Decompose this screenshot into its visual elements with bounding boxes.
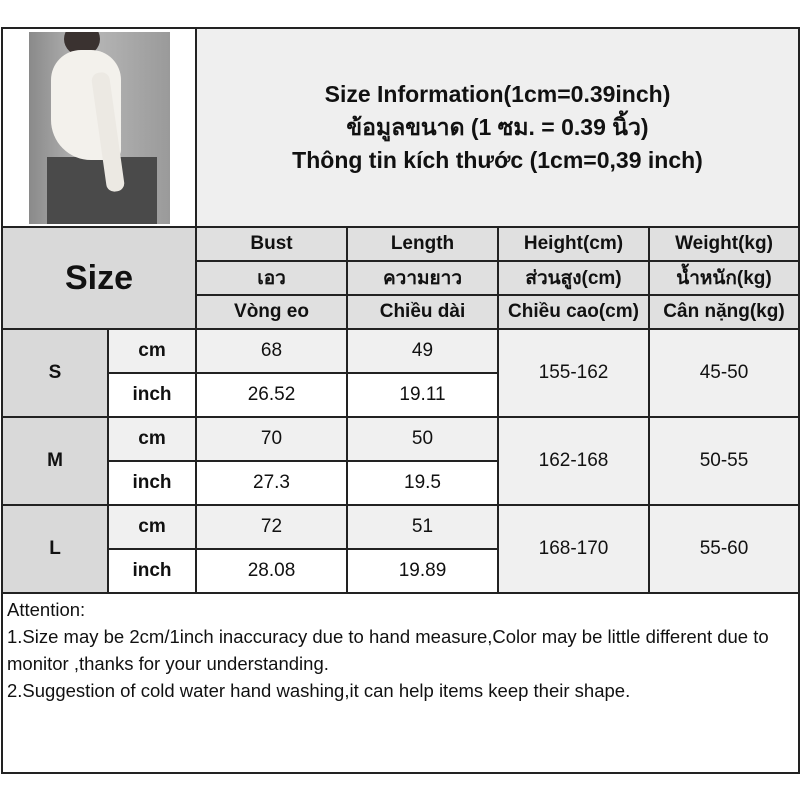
bust-cm: 72 (195, 504, 348, 550)
header-height-th: ส่วนสูง(cm) (497, 260, 650, 296)
header-bust-th: เอว (195, 260, 348, 296)
product-photo-cell (1, 27, 197, 228)
unit-cm: cm (107, 416, 197, 462)
header-length: Length (346, 226, 499, 262)
attention-notes: Attention: 1.Size may be 2cm/1inch inacc… (1, 592, 800, 774)
unit-cm: cm (107, 504, 197, 550)
bust-inch: 27.3 (195, 460, 348, 506)
table-row: L cm 72 51 168-170 55-60 (1, 504, 800, 594)
height-range: 168-170 (497, 504, 650, 594)
table-row: M cm 70 50 162-168 50-55 (1, 416, 800, 506)
header-height-vi: Chiều cao(cm) (497, 294, 650, 330)
bust-inch: 26.52 (195, 372, 348, 418)
unit-inch: inch (107, 548, 197, 594)
height-range: 155-162 (497, 328, 650, 418)
length-cm: 50 (346, 416, 499, 462)
length-inch: 19.5 (346, 460, 499, 506)
size-header: Size (1, 226, 197, 330)
bust-cm: 68 (195, 328, 348, 374)
weight-range: 55-60 (648, 504, 800, 594)
title-thai: ข้อมูลขนาด (1 ซม. = 0.39 นิ้ว) (346, 114, 649, 140)
header-length-vi: Chiều dài (346, 294, 499, 330)
size-l: L (1, 504, 109, 594)
height-range: 162-168 (497, 416, 650, 506)
attention-heading: Attention: (7, 599, 86, 620)
title-vietnamese: Thông tin kích thước (1cm=0,39 inch) (292, 147, 703, 173)
product-photo (29, 32, 170, 224)
header-weight-vi: Cân nặng(kg) (648, 294, 800, 330)
attention-note-1: 1.Size may be 2cm/1inch inaccuracy due t… (7, 626, 769, 674)
title-english: Size Information(1cm=0.39inch) (324, 81, 671, 107)
unit-inch: inch (107, 372, 197, 418)
length-cm: 49 (346, 328, 499, 374)
length-inch: 19.89 (346, 548, 499, 594)
length-cm: 51 (346, 504, 499, 550)
header-bust: Bust (195, 226, 348, 262)
unit-cm: cm (107, 328, 197, 374)
header-weight-th: น้ำหนัก(kg) (648, 260, 800, 296)
unit-inch: inch (107, 460, 197, 506)
header-bust-vi: Vòng eo (195, 294, 348, 330)
bust-cm: 70 (195, 416, 348, 462)
header-weight: Weight(kg) (648, 226, 800, 262)
table-row: inch 28.08 19.89 (2, 548, 799, 594)
length-inch: 19.11 (346, 372, 499, 418)
size-m: M (1, 416, 109, 506)
size-s: S (1, 328, 109, 418)
weight-range: 45-50 (648, 328, 800, 418)
size-info-title: Size Information(1cm=0.39inch) ข้อมูลขนา… (195, 27, 800, 228)
header-length-th: ความยาว (346, 260, 499, 296)
weight-range: 50-55 (648, 416, 800, 506)
table-row: inch 27.3 19.5 (2, 460, 799, 506)
header-height: Height(cm) (497, 226, 650, 262)
bust-inch: 28.08 (195, 548, 348, 594)
table-row: inch 26.52 19.11 (2, 372, 799, 418)
size-chart-table: Size Information(1cm=0.39inch) ข้อมูลขนา… (1, 27, 800, 774)
table-row: S cm 68 49 155-162 45-50 (1, 328, 800, 418)
attention-note-2: 2.Suggestion of cold water hand washing,… (7, 680, 631, 701)
